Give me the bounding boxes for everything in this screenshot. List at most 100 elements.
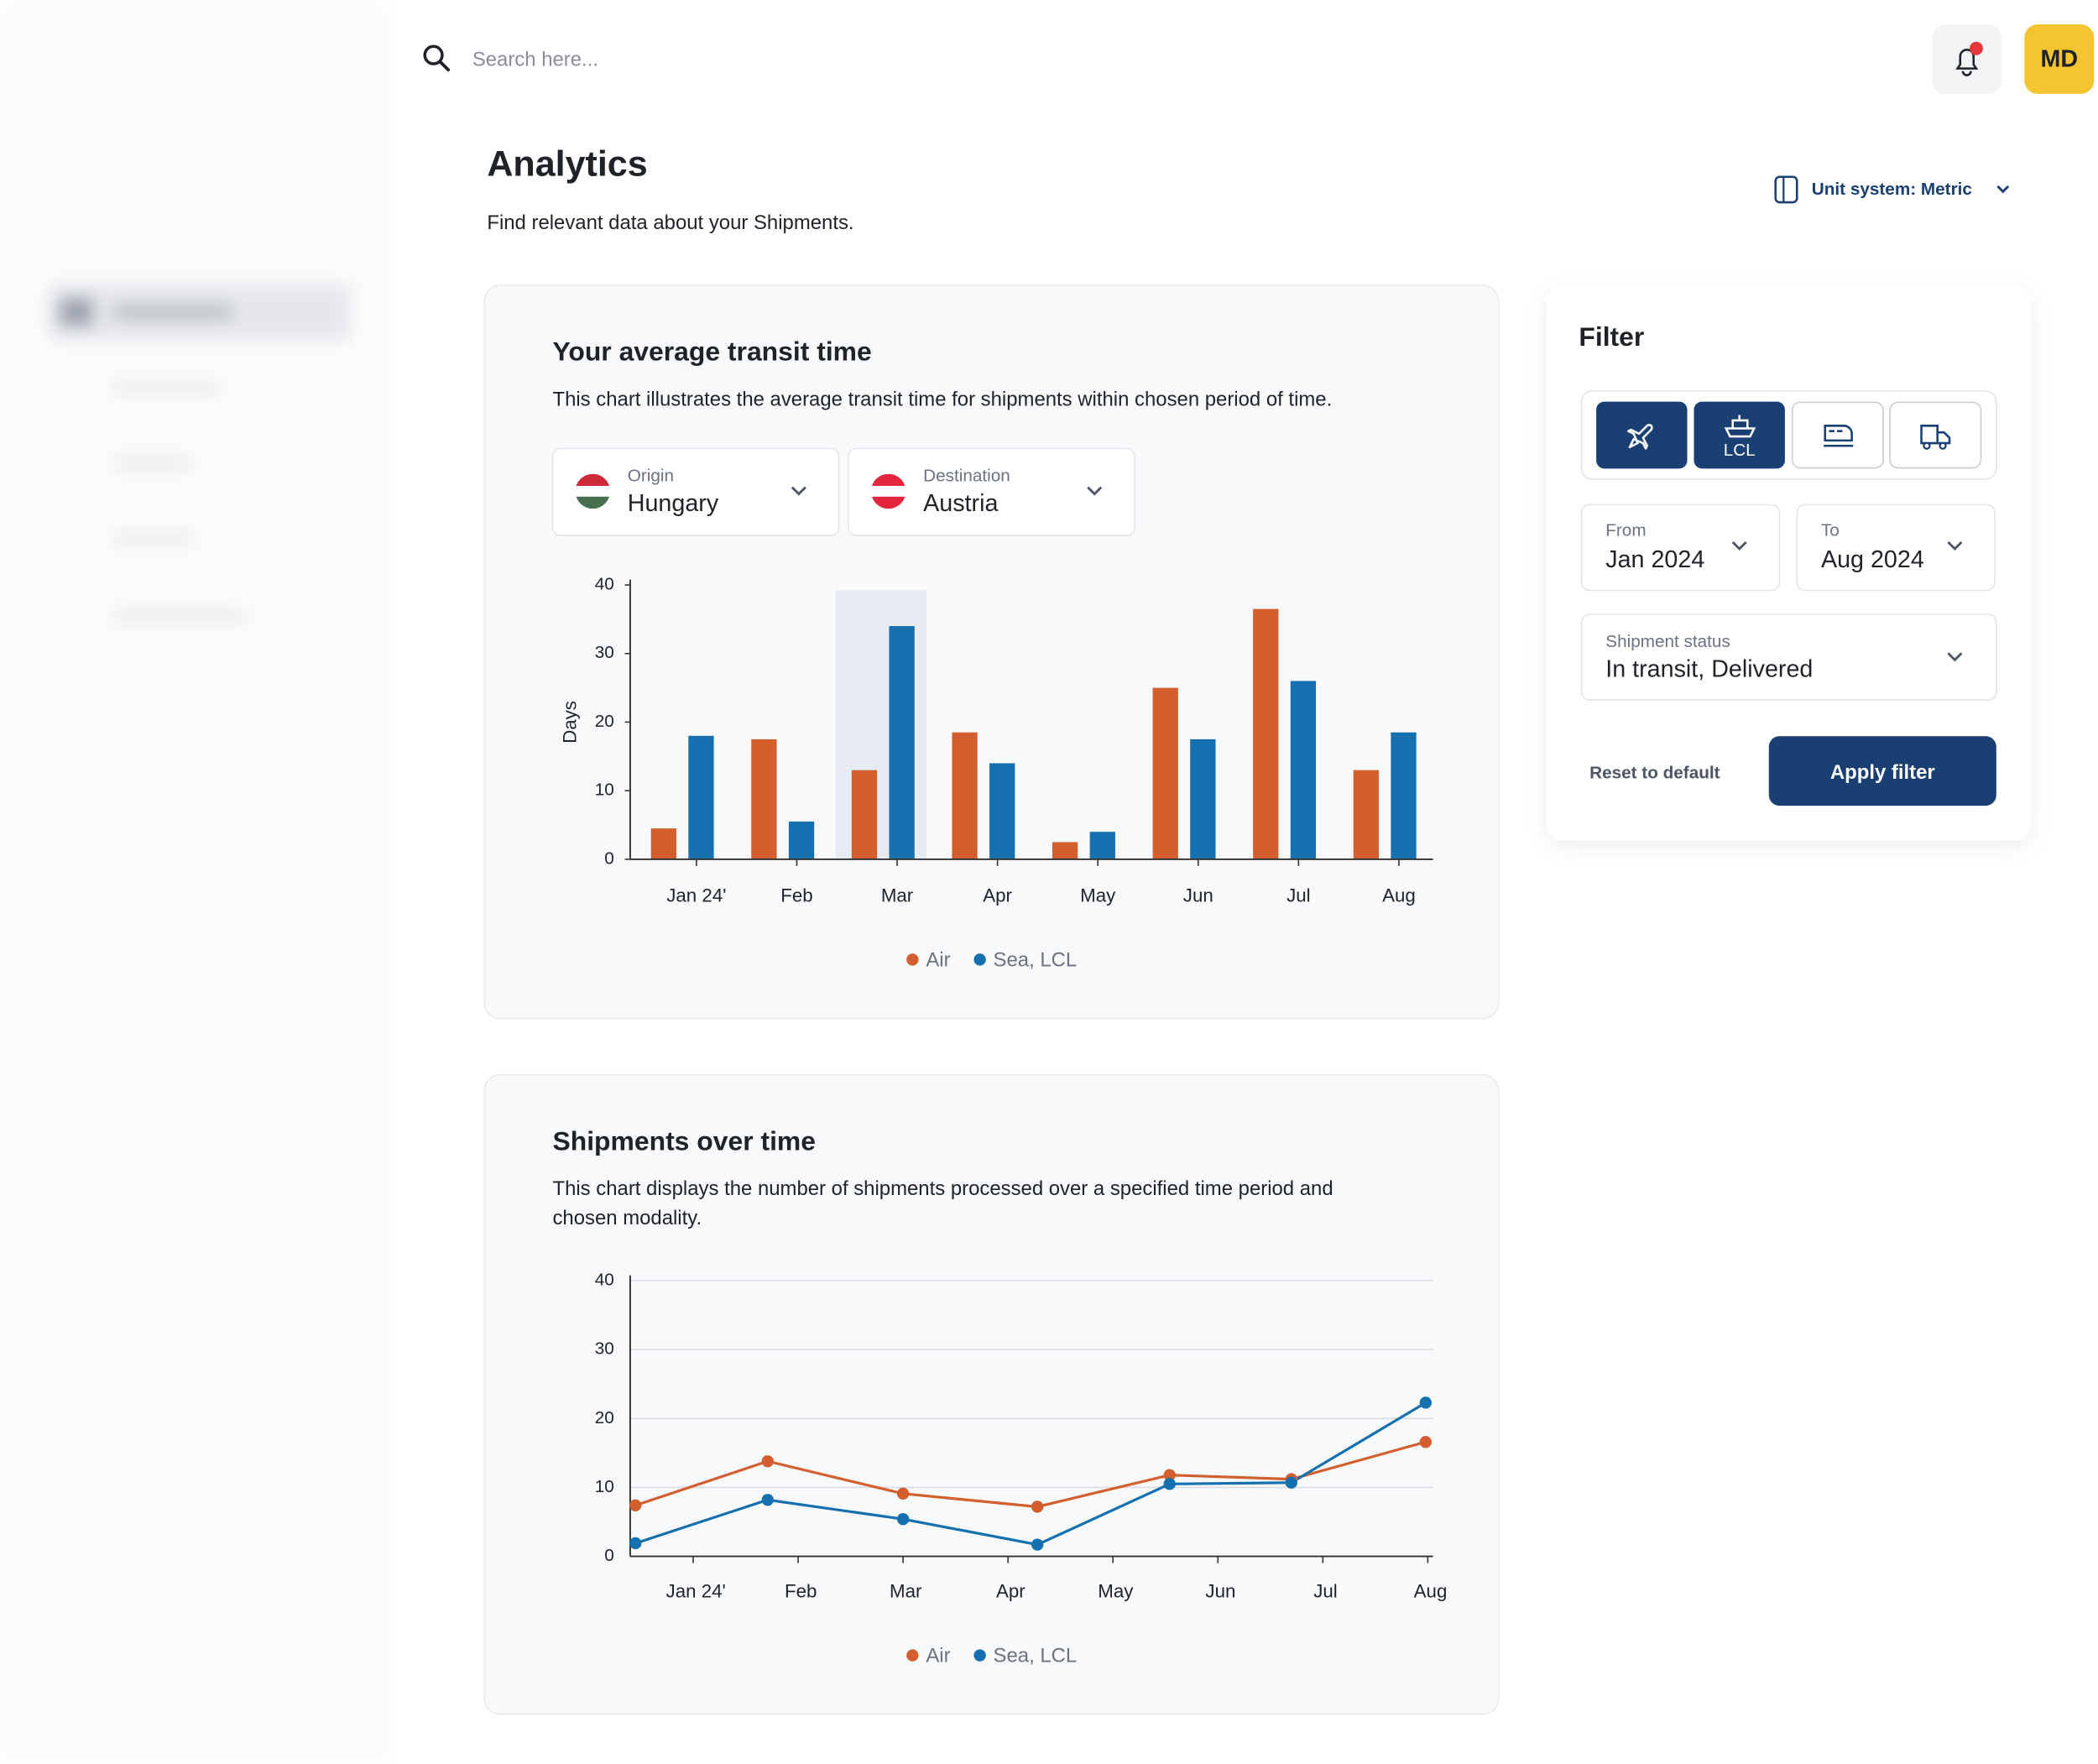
legend-label: Sea, LCL	[994, 948, 1078, 971]
x-tick-label: Jan 24'	[666, 1581, 726, 1602]
unit-icon	[1774, 175, 1798, 204]
bar	[650, 828, 676, 859]
page-subtitle: Find relevant data about your Shipments.	[487, 211, 853, 234]
avatar[interactable]	[2024, 23, 2095, 94]
mode-button	[1694, 401, 1785, 469]
point	[761, 1455, 774, 1468]
legend-label: Sea, LCL	[994, 1644, 1078, 1667]
mode-label: LCL	[1724, 441, 1756, 460]
search[interactable]: Search here...	[423, 44, 598, 72]
select-value: Austria	[923, 490, 998, 517]
y-tick-label: 10	[595, 780, 614, 800]
y-tick-label: 30	[595, 1339, 614, 1359]
flag-austria	[870, 473, 906, 509]
bar	[851, 770, 878, 859]
x-tick-label: Jun	[1205, 1581, 1235, 1602]
mode-button	[1889, 401, 1982, 469]
bar	[1152, 687, 1178, 859]
select-box	[1796, 504, 1996, 592]
x-tick-label: Jan 24'	[666, 885, 726, 905]
chevron	[1087, 486, 1103, 496]
mode-rail[interactable]	[1791, 401, 1884, 469]
select-label: Shipment status	[1605, 632, 1730, 651]
origin-select[interactable]: Origin Hungary	[551, 447, 840, 536]
status-select[interactable]: Shipment status In transit, Delivered	[1580, 613, 1997, 701]
bar	[751, 738, 777, 859]
legend-swatch	[973, 953, 986, 966]
notification-dot	[1969, 41, 1983, 55]
x-tick-label: Apr	[996, 1581, 1026, 1602]
chart-description: This chart displays the number of shipme…	[552, 1177, 1333, 1200]
chart-title: Your average transit time	[552, 337, 871, 367]
chart-description: chosen modality.	[552, 1207, 702, 1229]
x-tick-label: Aug	[1414, 1581, 1448, 1602]
bar	[1089, 832, 1115, 859]
x-tick-label: Aug	[1382, 885, 1416, 905]
bar	[952, 732, 978, 859]
point	[761, 1494, 774, 1506]
mode-air[interactable]	[1596, 401, 1688, 469]
notification-button[interactable]	[1932, 23, 2002, 94]
point	[1031, 1538, 1044, 1551]
line-chart: 0 10 20 30 40 Jan 24' Feb Mar Apr May Jun Jul Aug Air…	[595, 1271, 1448, 1667]
legend-label: Air	[926, 948, 950, 971]
point	[1163, 1469, 1176, 1481]
apply-button[interactable]	[1768, 736, 1996, 806]
y-tick-label: 0	[604, 1546, 614, 1565]
select-label: Origin	[628, 466, 674, 485]
sidebar-text	[112, 305, 233, 319]
bell-icon	[1955, 49, 1979, 76]
sidebar-bg	[0, 0, 389, 1764]
chevron	[1731, 541, 1747, 551]
bar	[1290, 681, 1317, 859]
page-title: Analytics	[487, 144, 647, 184]
train-icon	[1824, 425, 1854, 447]
destination-select[interactable]: Destination Austria	[848, 447, 1135, 536]
mode-lcl[interactable]: LCL	[1694, 401, 1785, 469]
chart-description: This chart illustrates the average trans…	[552, 388, 1332, 410]
x-tick-label: Jun	[1183, 885, 1213, 905]
to-select[interactable]: To Aug 2024	[1796, 504, 1996, 592]
select-box	[551, 447, 840, 536]
chart-card	[483, 1073, 1500, 1715]
select-box	[1580, 504, 1781, 592]
chevron	[791, 486, 806, 496]
select-box	[848, 447, 1135, 536]
search-icon	[438, 60, 451, 72]
sidebar-text[interactable]	[112, 457, 193, 469]
y-tick-label: 20	[595, 712, 614, 731]
y-tick-label: 10	[595, 1477, 614, 1496]
select-value: Aug 2024	[1821, 546, 1924, 573]
point	[1163, 1478, 1176, 1490]
sidebar-text[interactable]	[112, 610, 247, 622]
x-tick-label: May	[1098, 1581, 1134, 1602]
x-tick-label: Jul	[1286, 885, 1311, 905]
point	[1031, 1500, 1044, 1513]
sidebar-text[interactable]	[112, 383, 220, 394]
flag-stripe	[870, 486, 906, 497]
mode-button	[1596, 401, 1688, 469]
reset-button[interactable]: Reset to default	[1589, 763, 1720, 782]
from-select[interactable]: From Jan 2024	[1580, 504, 1781, 592]
x-tick-label: Feb	[780, 885, 812, 905]
y-tick-label: 0	[604, 848, 614, 868]
flag-stripe	[575, 486, 611, 497]
point	[629, 1499, 642, 1511]
select-label: To	[1821, 521, 1840, 540]
unit-system[interactable]: Unit system: Metric	[1774, 175, 2010, 204]
point	[629, 1537, 642, 1550]
sidebar-text[interactable]	[112, 532, 193, 544]
apply-button-label: Apply filter	[1830, 761, 1935, 784]
filter-title: Filter	[1579, 321, 1644, 352]
flag-stripe	[870, 473, 906, 487]
select-label: Destination	[923, 466, 1010, 485]
bar	[688, 735, 714, 859]
search-placeholder: Search here...	[472, 48, 598, 70]
x-tick-label: Jul	[1313, 1581, 1338, 1602]
y-tick-label: 20	[595, 1408, 614, 1427]
flag-stripe	[870, 496, 906, 509]
bar	[989, 763, 1015, 859]
unit-system-label: Unit system: Metric	[1812, 180, 1972, 199]
point	[1419, 1436, 1433, 1448]
mode-road[interactable]	[1889, 401, 1982, 469]
